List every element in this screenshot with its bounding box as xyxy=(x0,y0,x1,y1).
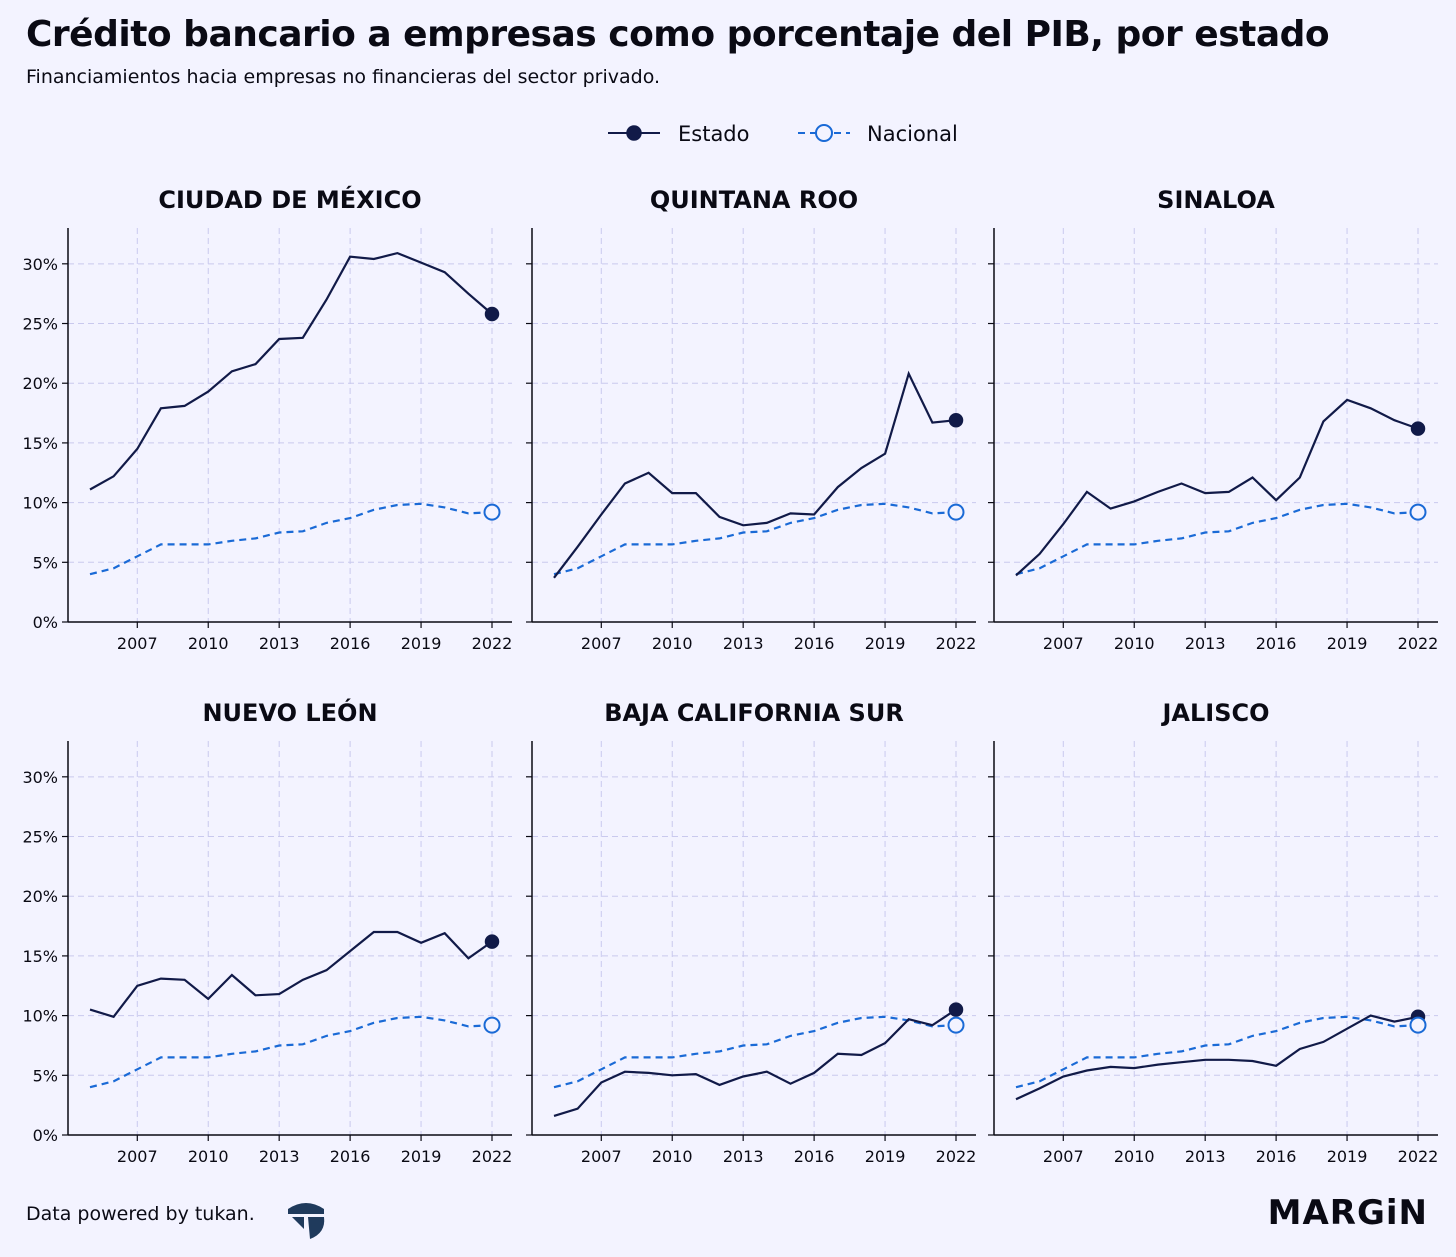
end-marker-estado xyxy=(948,412,964,428)
end-marker-nacional xyxy=(1409,503,1427,521)
panel-jalisco: JALISCO 2007 2010 2013 2016 2019 2022 xyxy=(988,699,1438,1166)
end-marker-estado xyxy=(1410,421,1426,436)
tukan-logo-icon xyxy=(288,1203,325,1239)
y-tick-label: 15% xyxy=(22,434,58,453)
y-tick-label: 20% xyxy=(22,887,58,906)
x-tick-label: 2022 xyxy=(1398,1147,1439,1166)
x-tick-label: 2013 xyxy=(1185,1147,1226,1166)
legend-nacional-marker xyxy=(815,124,833,142)
end-marker-estado xyxy=(484,934,500,949)
x-tick-label: 2016 xyxy=(330,1147,371,1166)
series-line-estado xyxy=(89,251,493,491)
series-line-estado xyxy=(1015,398,1419,577)
panel-title: JALISCO xyxy=(1160,699,1269,727)
end-marker-nacional xyxy=(483,1016,501,1034)
panel-quintana-roo: QUINTANA ROO 2007 2010 2013 2016 2019 2022 xyxy=(526,186,976,653)
x-tick-label: 2007 xyxy=(1043,634,1084,653)
margin-logo: MARGiN xyxy=(1267,1193,1428,1233)
legend-estado-label: Estado xyxy=(678,122,750,146)
x-tick-label: 2007 xyxy=(581,634,622,653)
x-tick-label: 2013 xyxy=(723,634,764,653)
end-marker-nacional xyxy=(1409,1016,1427,1034)
y-tick-label: 25% xyxy=(22,828,58,847)
x-tick-label: 2022 xyxy=(472,1147,513,1166)
x-tick-label: 2013 xyxy=(1185,634,1226,653)
legend-estado-marker xyxy=(626,125,642,141)
x-tick-label: 2019 xyxy=(401,634,442,653)
panel-title: BAJA CALIFORNIA SUR xyxy=(604,699,904,727)
series-line-estado xyxy=(1015,1014,1419,1101)
x-tick-label: 2022 xyxy=(472,634,513,653)
x-tick-label: 2007 xyxy=(581,1147,622,1166)
panel-title: QUINTANA ROO xyxy=(650,186,858,214)
x-tick-label: 2010 xyxy=(1114,1147,1155,1166)
end-marker-estado xyxy=(484,306,500,322)
y-tick-label: 0% xyxy=(33,613,58,632)
end-marker-nacional xyxy=(947,1016,965,1034)
y-tick-label: 5% xyxy=(33,1066,58,1085)
panel-sinaloa: SINALOA 2007 2010 2013 2016 2019 2022 xyxy=(988,186,1438,653)
x-tick-label: 2010 xyxy=(188,634,229,653)
x-tick-label: 2022 xyxy=(936,1147,977,1166)
panel-nuevo-leon: NUEVO LEÓN 0% 5% 10% 15% 20% 25% 30% 2007 2010 201… xyxy=(22,697,512,1166)
panel-title: SINALOA xyxy=(1157,186,1275,214)
x-tick-label: 2022 xyxy=(936,634,977,653)
legend: Estado Nacional xyxy=(608,122,958,146)
end-marker-estado xyxy=(948,1002,964,1017)
legend-nacional-label: Nacional xyxy=(867,122,958,146)
y-tick-label: 30% xyxy=(22,255,58,274)
y-tick-label: 10% xyxy=(22,494,58,513)
end-marker-nacional xyxy=(483,503,501,521)
x-tick-label: 2016 xyxy=(794,634,835,653)
x-tick-label: 2016 xyxy=(1256,1147,1297,1166)
x-tick-label: 2007 xyxy=(1043,1147,1084,1166)
x-tick-label: 2007 xyxy=(117,634,158,653)
series-line-nacional xyxy=(89,502,493,576)
series-line-nacional xyxy=(89,1015,493,1089)
series-line-estado xyxy=(553,370,957,579)
panel-title: NUEVO LEÓN xyxy=(202,697,377,727)
page-title: Crédito bancario a empresas como porcent… xyxy=(26,14,1330,55)
x-tick-label: 2010 xyxy=(652,634,693,653)
x-tick-label: 2013 xyxy=(259,634,300,653)
series-line-estado xyxy=(89,930,493,1019)
x-tick-label: 2010 xyxy=(652,1147,693,1166)
footer-credit: Data powered by tukan. xyxy=(26,1203,255,1225)
x-tick-label: 2019 xyxy=(865,1147,906,1166)
x-tick-label: 2016 xyxy=(330,634,371,653)
series-line-estado xyxy=(553,1008,957,1117)
x-tick-label: 2019 xyxy=(1327,1147,1368,1166)
y-tick-label: 30% xyxy=(22,768,58,787)
x-tick-label: 2016 xyxy=(1256,634,1297,653)
x-tick-label: 2010 xyxy=(1114,634,1155,653)
y-tick-label: 0% xyxy=(33,1126,58,1145)
x-tick-label: 2013 xyxy=(259,1147,300,1166)
x-tick-label: 2016 xyxy=(794,1147,835,1166)
x-tick-label: 2019 xyxy=(1327,634,1368,653)
y-tick-label: 25% xyxy=(22,315,58,334)
y-tick-label: 10% xyxy=(22,1007,58,1026)
panel-ciudad-de-mexico: CIUDAD DE MÉXICO 0% 5% 10% 15% 20% 25% 30% 2007 2… xyxy=(22,185,512,653)
x-tick-label: 2010 xyxy=(188,1147,229,1166)
y-tick-label: 20% xyxy=(22,374,58,393)
y-tick-label: 15% xyxy=(22,947,58,966)
x-tick-label: 2019 xyxy=(401,1147,442,1166)
y-tick-label: 5% xyxy=(33,553,58,572)
series-line-nacional xyxy=(1015,1015,1419,1089)
series-line-nacional xyxy=(553,502,957,576)
panel-title: CIUDAD DE MÉXICO xyxy=(158,185,421,214)
series-line-nacional xyxy=(553,1015,957,1089)
x-tick-label: 2013 xyxy=(723,1147,764,1166)
x-tick-label: 2007 xyxy=(117,1147,158,1166)
x-tick-label: 2022 xyxy=(1398,634,1439,653)
x-tick-label: 2019 xyxy=(865,634,906,653)
page-subtitle: Financiamientos hacia empresas no financ… xyxy=(26,66,661,88)
end-marker-nacional xyxy=(947,503,965,521)
series-line-nacional xyxy=(1015,502,1419,576)
panel-baja-california-sur: BAJA CALIFORNIA SUR 2007 2010 2013 2016 2019 2… xyxy=(526,699,976,1166)
